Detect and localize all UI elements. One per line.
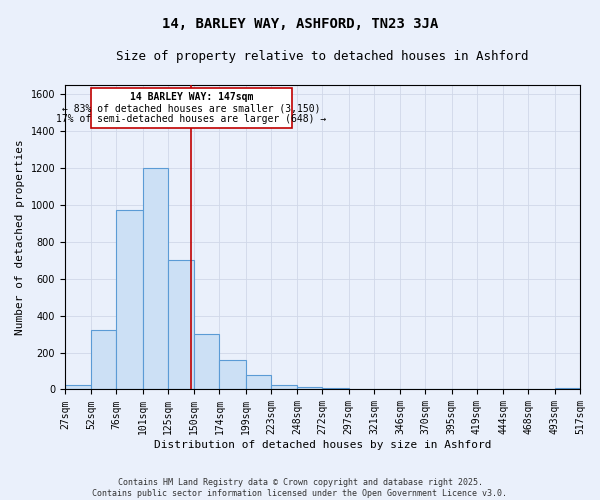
Bar [349,388,374,390]
Bar [116,210,143,390]
Bar [271,385,297,390]
Bar [194,334,220,390]
Bar [91,330,116,390]
Bar [220,360,246,390]
Title: Size of property relative to detached houses in Ashford: Size of property relative to detached ho… [116,50,529,63]
Bar [322,388,349,390]
Y-axis label: Number of detached properties: Number of detached properties [15,140,25,335]
Bar [297,386,322,390]
Text: Contains HM Land Registry data © Crown copyright and database right 2025.
Contai: Contains HM Land Registry data © Crown c… [92,478,508,498]
Bar [65,385,91,390]
Text: 17% of semi-detached houses are larger (648) →: 17% of semi-detached houses are larger (… [56,114,326,124]
Bar [246,374,271,390]
Text: 14 BARLEY WAY: 147sqm: 14 BARLEY WAY: 147sqm [130,92,253,102]
Text: 14, BARLEY WAY, ASHFORD, TN23 3JA: 14, BARLEY WAY, ASHFORD, TN23 3JA [162,18,438,32]
Bar [143,168,168,390]
Bar [374,388,400,390]
Text: ← 83% of detached houses are smaller (3,150): ← 83% of detached houses are smaller (3,… [62,103,321,113]
X-axis label: Distribution of detached houses by size in Ashford: Distribution of detached houses by size … [154,440,491,450]
FancyBboxPatch shape [91,88,292,128]
Bar [555,388,580,390]
Bar [168,260,194,390]
